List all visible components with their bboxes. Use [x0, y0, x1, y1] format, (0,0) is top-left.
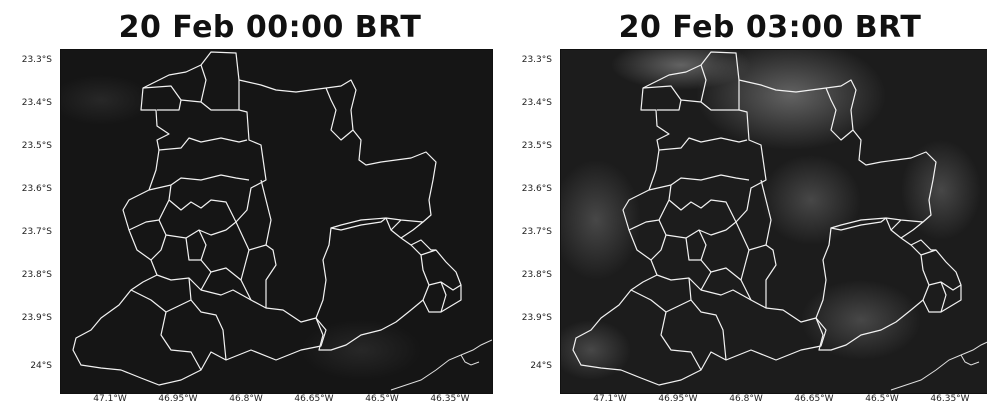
coastline — [890, 341, 987, 391]
lat-tick-label: 23.3°S — [521, 55, 552, 65]
lat-tick-label: 23.8°S — [21, 270, 52, 280]
lon-tick-label: 46.95°W — [658, 394, 698, 404]
lat-tick-label: 24°S — [30, 361, 52, 371]
cloud-patch — [801, 280, 921, 360]
map-panel-left: 20 Feb 00:00 BRT 23.3°S 23.4°S 23.5°S 23… — [0, 0, 493, 409]
lon-tick-label: 46.35°W — [430, 394, 470, 404]
lat-tick-label: 23.5°S — [521, 141, 552, 151]
municipal-boundaries — [572, 51, 962, 386]
lat-tick-label: 23.7°S — [521, 227, 552, 237]
cloud-patch — [611, 50, 751, 90]
cloud-patch — [561, 320, 631, 380]
lon-tick-label: 47.1°W — [93, 394, 127, 404]
lat-tick-label: 23.4°S — [521, 98, 552, 108]
cloud-patch — [901, 140, 981, 240]
map-canvas — [61, 50, 492, 393]
lat-tick-label: 23.9°S — [521, 313, 552, 323]
map-panel-right: 20 Feb 03:00 BRT 23.3°S 23.4°S 23.5°S 23… — [500, 0, 987, 409]
map-image — [560, 49, 987, 394]
map-canvas — [561, 50, 987, 393]
cloud-patch — [761, 155, 861, 245]
lon-tick-label: 46.65°W — [294, 394, 334, 404]
longitude-axis: 47.1°W 46.95°W 46.8°W 46.65°W 46.5°W 46.… — [60, 393, 491, 409]
lon-tick-label: 46.95°W — [158, 394, 198, 404]
lat-tick-label: 23.4°S — [21, 98, 52, 108]
latitude-axis: 23.3°S 23.4°S 23.5°S 23.6°S 23.7°S 23.8°… — [500, 49, 556, 392]
lat-tick-label: 23.9°S — [21, 313, 52, 323]
lon-tick-label: 46.5°W — [865, 394, 899, 404]
coastline — [390, 339, 492, 391]
cloud-patch — [561, 160, 641, 280]
lon-tick-label: 46.5°W — [365, 394, 399, 404]
lon-tick-label: 46.8°W — [729, 394, 763, 404]
lat-tick-label: 23.6°S — [521, 184, 552, 194]
cloud-patch — [301, 320, 421, 380]
panel-title: 20 Feb 03:00 BRT — [618, 10, 922, 45]
lon-tick-label: 46.65°W — [794, 394, 834, 404]
panel-title: 20 Feb 00:00 BRT — [118, 10, 422, 45]
lat-tick-label: 23.6°S — [21, 184, 52, 194]
municipal-boundaries — [72, 51, 462, 386]
lon-tick-label: 47.1°W — [593, 394, 627, 404]
lon-tick-label: 46.8°W — [229, 394, 263, 404]
lon-tick-label: 46.35°W — [930, 394, 970, 404]
cloud-patch — [61, 75, 151, 125]
lat-tick-label: 23.8°S — [521, 270, 552, 280]
latitude-axis: 23.3°S 23.4°S 23.5°S 23.6°S 23.7°S 23.8°… — [0, 49, 56, 392]
lat-tick-label: 24°S — [530, 361, 552, 371]
map-image — [60, 49, 493, 394]
lat-tick-label: 23.7°S — [21, 227, 52, 237]
lat-tick-label: 23.3°S — [21, 55, 52, 65]
longitude-axis: 47.1°W 46.95°W 46.8°W 46.65°W 46.5°W 46.… — [560, 393, 987, 409]
lat-tick-label: 23.5°S — [21, 141, 52, 151]
